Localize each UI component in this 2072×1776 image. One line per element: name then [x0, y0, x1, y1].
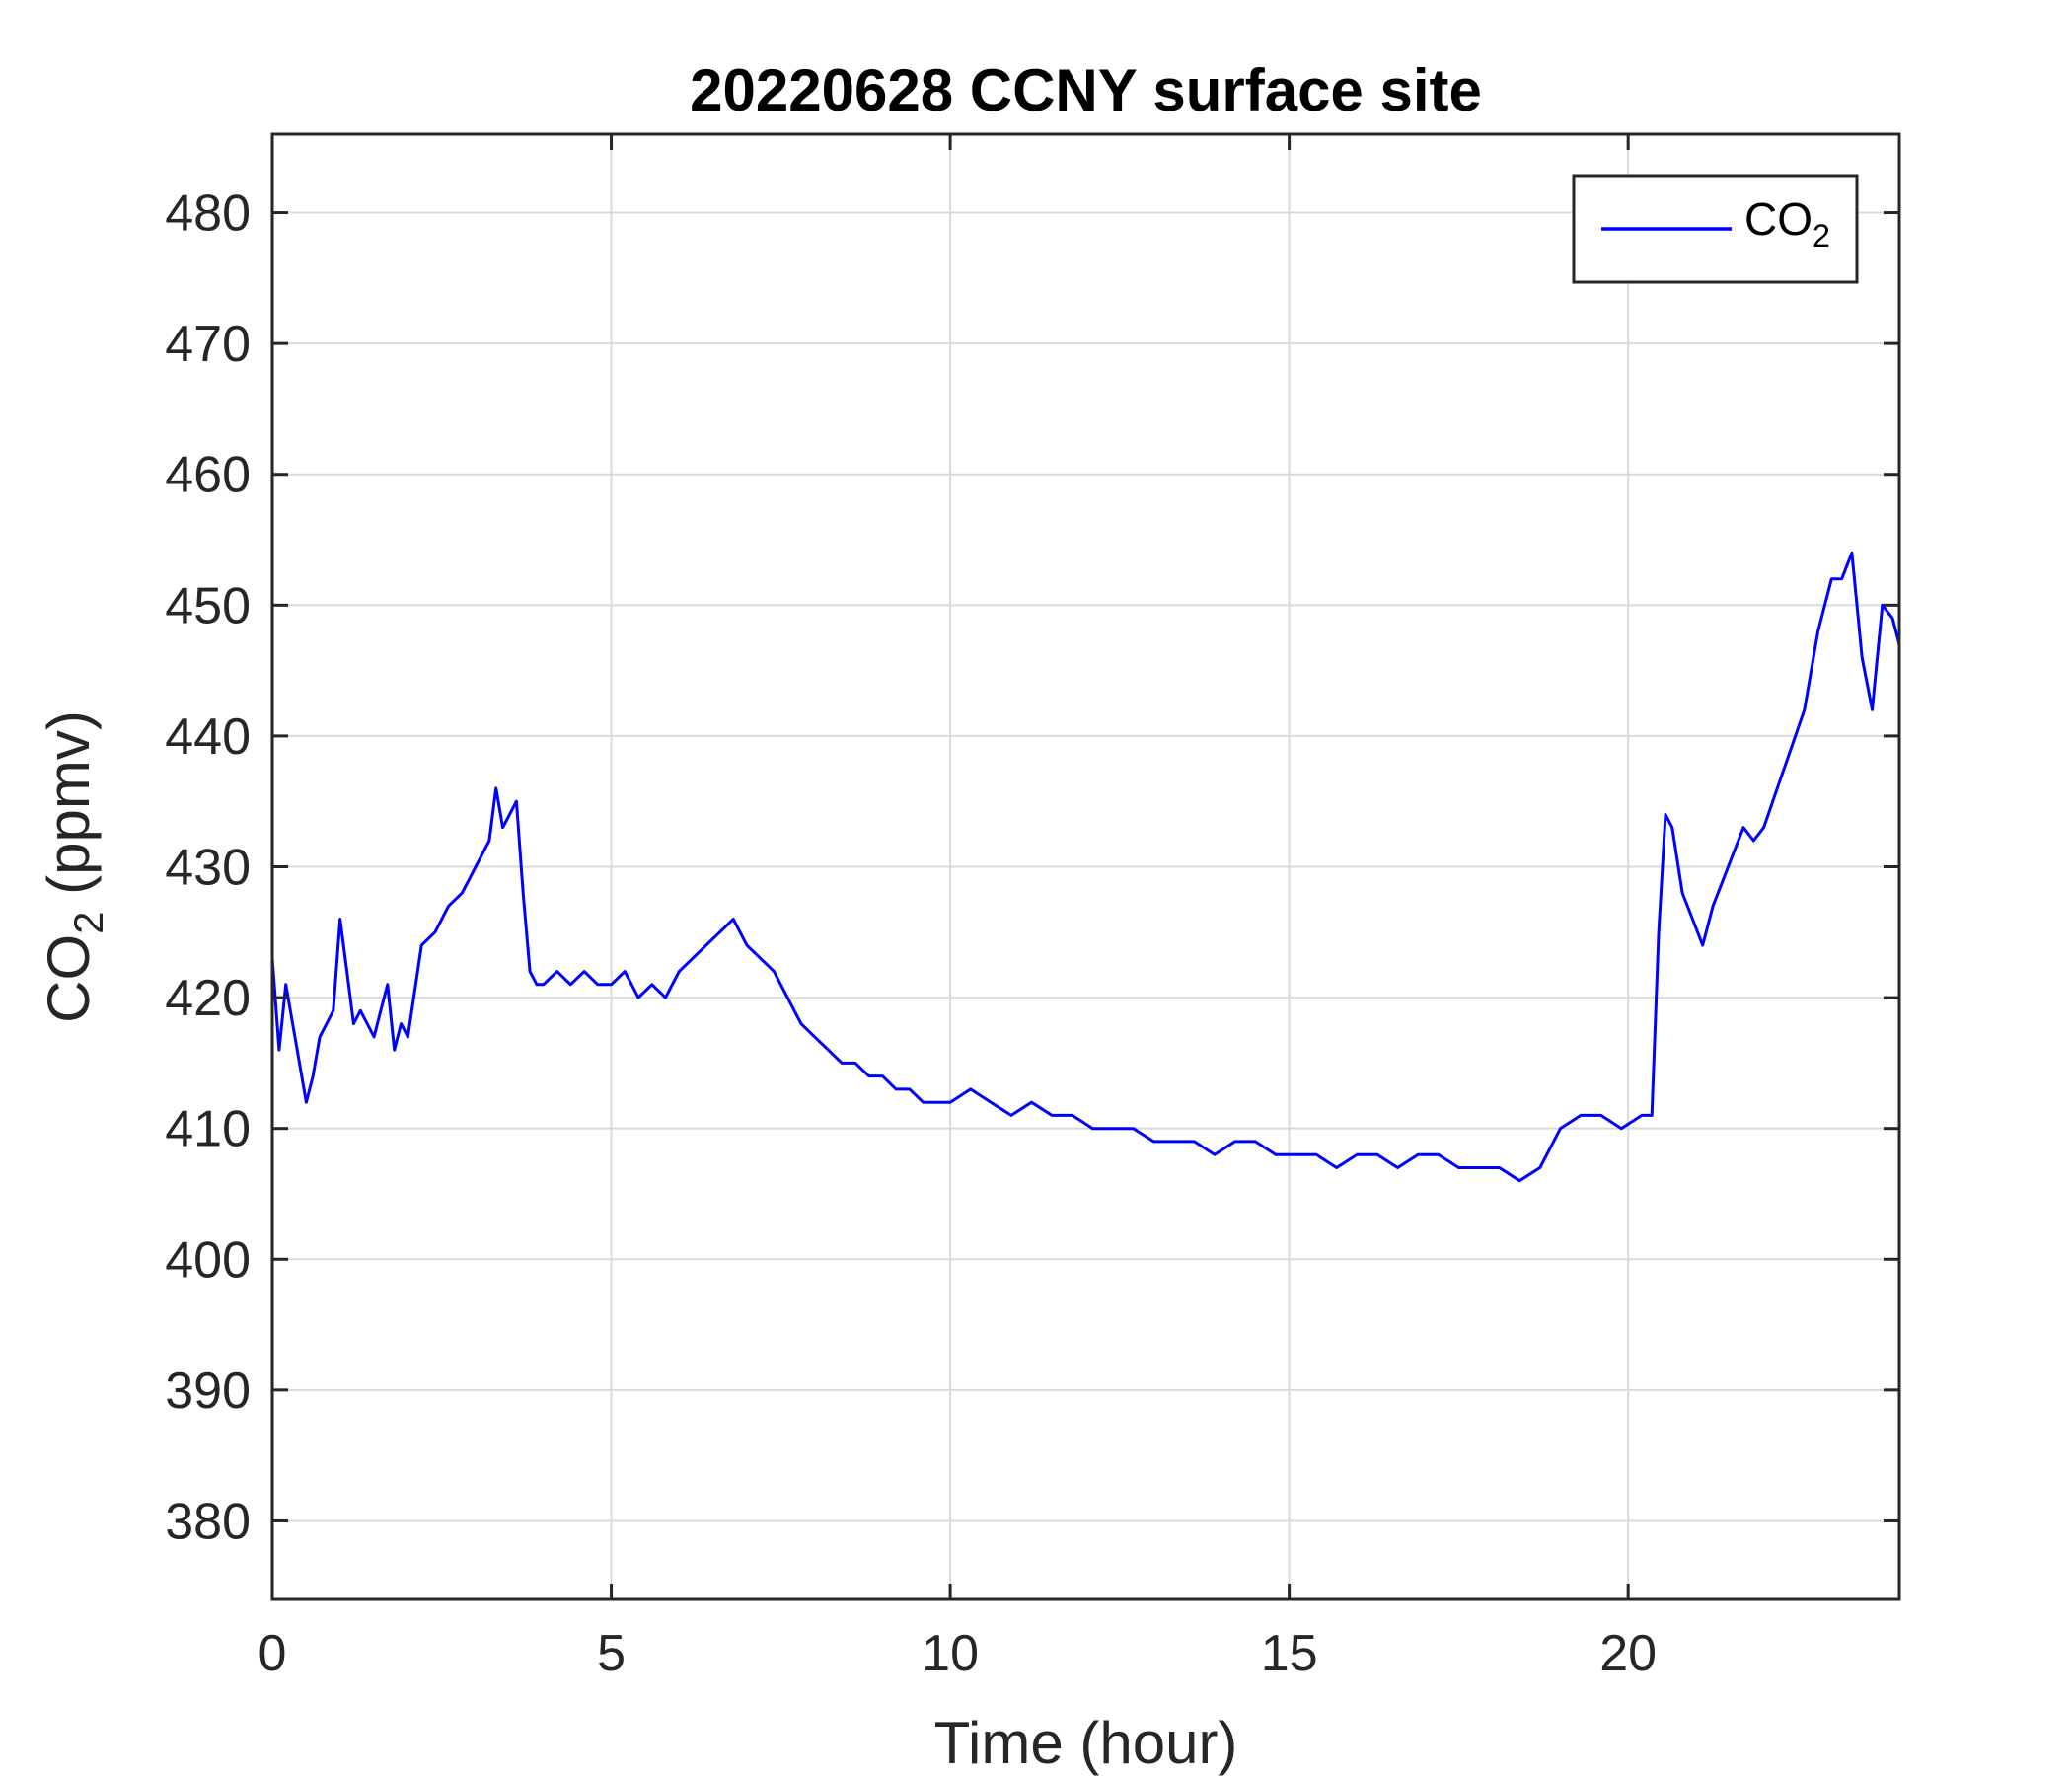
y-tick-label: 420	[165, 970, 251, 1027]
x-tick-label: 15	[1261, 1625, 1318, 1682]
series-layer	[270, 551, 1901, 1183]
y-axis-label-subscript: 2	[65, 912, 111, 934]
label-layer: 20220628 CCNY surface site Time (hour) C…	[36, 57, 1482, 1776]
x-axis-label: Time (hour)	[934, 1710, 1238, 1776]
y-axis-label-suffix: (ppmv)	[36, 710, 102, 911]
x-tick-label: 0	[259, 1625, 287, 1682]
y-tick-label: 460	[165, 447, 251, 504]
y-tick-label: 440	[165, 708, 251, 766]
y-tick-label: 430	[165, 840, 251, 897]
legend-label-co2: CO2	[1744, 193, 1830, 254]
legend: CO2	[1572, 174, 1859, 284]
y-tick-label: 400	[165, 1231, 251, 1289]
y-axis-label-base: CO	[36, 934, 102, 1023]
x-tick-label: 20	[1599, 1625, 1657, 1682]
y-axis-label: CO2 (ppmv)	[36, 710, 111, 1023]
grid-layer	[271, 134, 1899, 1599]
legend-label-subscript: 2	[1813, 218, 1830, 254]
series-line-co2	[270, 551, 1901, 1183]
tick-layer: 0 5 10 15 20 380 390 400 410 420 430 440 450 460 470 48…	[165, 134, 1899, 1682]
legend-label-base: CO	[1744, 193, 1813, 245]
chart-title: 20220628 CCNY surface site	[690, 57, 1482, 123]
y-tick-label: 390	[165, 1363, 251, 1420]
y-tick-label: 450	[165, 577, 251, 634]
x-tick-label: 5	[597, 1625, 626, 1682]
y-tick-label: 480	[165, 185, 251, 243]
x-tick-label: 10	[922, 1625, 979, 1682]
y-tick-label: 410	[165, 1101, 251, 1158]
y-tick-label: 470	[165, 316, 251, 373]
y-tick-label: 380	[165, 1493, 251, 1550]
